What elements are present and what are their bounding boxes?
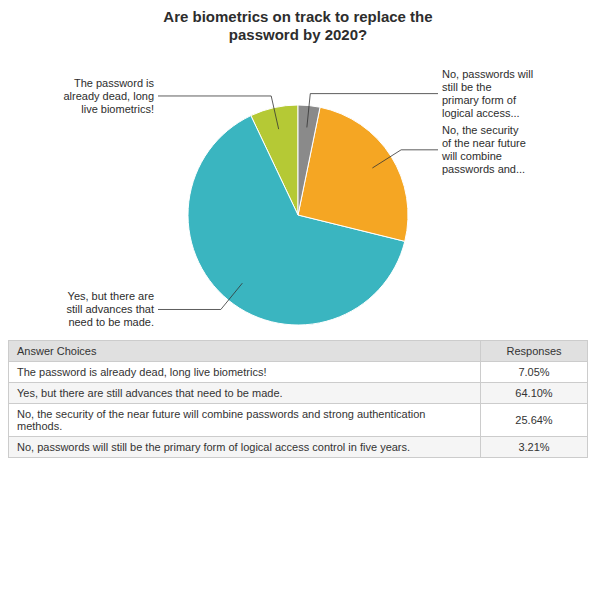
html-text:No, the security of the near f: No, the security of the near future will… — [17, 408, 426, 432]
html-text:Yes, but there are still advan: Yes, but there are still advances that n… — [17, 387, 283, 399]
svg-text:Yes, but there arestill advanc: Yes, but there arestill advances thatnee… — [67, 290, 154, 328]
html-text:Responses: Responses — [506, 345, 562, 357]
html-text:7.05%: 7.05% — [518, 366, 550, 378]
html-text:3.21%: 3.21% — [518, 441, 550, 453]
svg-text:No, the securityof the near fu: No, the securityof the near futurewill c… — [441, 124, 526, 175]
svg-text:The password isalready dead, l: The password isalready dead, longlive bi… — [63, 77, 154, 115]
html-text:Answer Choices: Answer Choices — [17, 345, 97, 357]
html-text:25.64%: 25.64% — [515, 414, 553, 426]
html-text:The password is already dead,: The password is already dead, long live … — [17, 366, 267, 378]
svg-text:No, passwords willstill be the: No, passwords willstill be theprimary fo… — [442, 68, 533, 119]
html-text:No, passwords will still be th: No, passwords will still be the primary … — [17, 441, 411, 453]
html-text:64.10%: 64.10% — [515, 387, 553, 399]
html-text:Are biometrics on track to rep: Are biometrics on track to replace the p… — [163, 8, 433, 43]
